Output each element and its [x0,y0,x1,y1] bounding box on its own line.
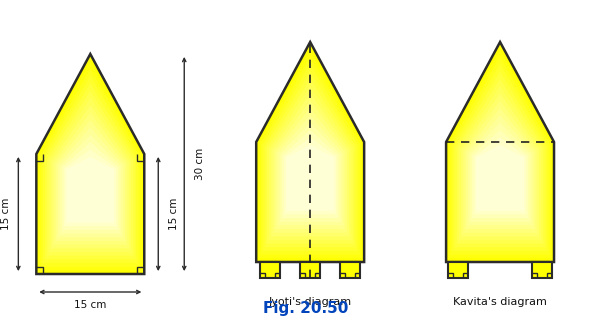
Polygon shape [461,93,539,236]
Polygon shape [452,64,548,251]
Bar [448,262,468,278]
Polygon shape [43,76,138,263]
Polygon shape [446,42,554,262]
Polygon shape [56,120,125,241]
Text: Kavita's diagram: Kavita's diagram [453,297,547,307]
Polygon shape [450,57,550,255]
Polygon shape [278,115,343,225]
Polygon shape [45,83,136,259]
Polygon shape [263,64,357,251]
Polygon shape [50,98,132,252]
Polygon shape [286,145,334,211]
Polygon shape [39,61,142,270]
Polygon shape [284,137,336,214]
Polygon shape [67,157,114,223]
Bar [260,262,280,278]
Polygon shape [256,42,364,262]
Text: 30 cm: 30 cm [195,148,205,180]
Polygon shape [474,137,526,214]
Polygon shape [459,86,541,240]
Polygon shape [265,71,356,247]
Polygon shape [457,79,543,244]
Polygon shape [282,130,338,218]
Polygon shape [275,108,345,229]
Polygon shape [269,86,351,240]
Polygon shape [476,145,524,211]
Text: 15 cm: 15 cm [1,198,12,230]
Text: 15 cm: 15 cm [170,198,179,230]
Polygon shape [47,91,133,256]
Polygon shape [267,79,353,244]
Polygon shape [40,69,140,267]
Polygon shape [455,71,545,247]
Polygon shape [258,49,362,258]
Polygon shape [60,135,121,234]
Polygon shape [466,108,535,229]
Polygon shape [448,49,552,258]
Polygon shape [261,57,360,255]
Polygon shape [472,130,528,218]
Text: 15 cm: 15 cm [74,300,106,310]
Polygon shape [62,142,118,230]
Polygon shape [271,93,349,236]
Bar [340,262,360,278]
Polygon shape [468,115,532,225]
Bar [532,262,552,278]
Polygon shape [36,54,144,274]
Bar [300,262,320,278]
Polygon shape [54,113,127,245]
Polygon shape [51,105,129,248]
Polygon shape [274,101,347,233]
Text: Jyoti's diagram: Jyoti's diagram [269,297,352,307]
Polygon shape [470,123,530,222]
Polygon shape [64,149,116,226]
Polygon shape [280,123,340,222]
Polygon shape [463,101,537,233]
Text: Fig. 20.50: Fig. 20.50 [264,301,349,316]
Polygon shape [58,127,122,237]
